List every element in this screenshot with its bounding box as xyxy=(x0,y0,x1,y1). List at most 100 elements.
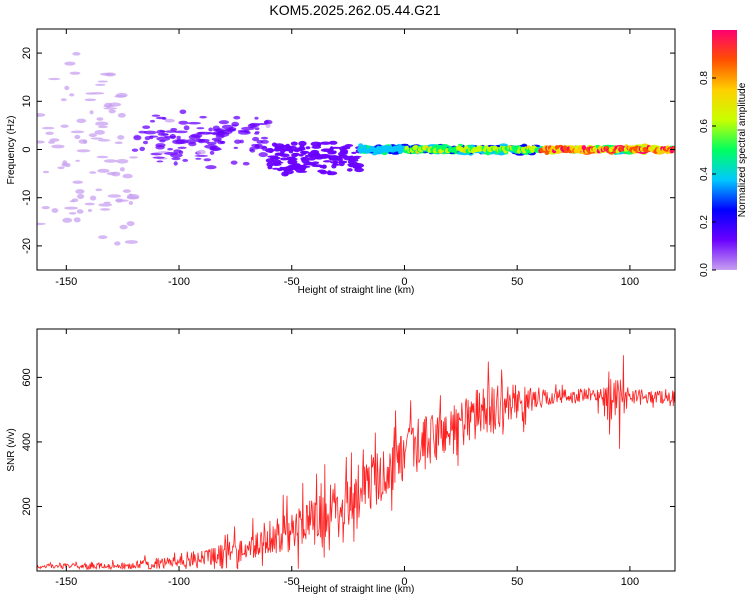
spectrogram-cell xyxy=(333,161,338,166)
spectrogram-cell xyxy=(284,171,289,177)
spectrogram-cell xyxy=(84,98,97,102)
spectrogram-cell xyxy=(173,161,178,166)
spectrogram-cell xyxy=(300,156,310,161)
spectrogram-cell xyxy=(42,170,50,174)
spectrogram-cell xyxy=(285,143,291,149)
spectrogram-cell xyxy=(95,83,106,86)
spectrogram-cell xyxy=(98,203,113,207)
spectrogram-cell xyxy=(37,140,45,144)
spectrogram-cell xyxy=(70,130,85,134)
spectrogram-cell xyxy=(148,135,159,138)
spectrogram-y-axis-label: Frequency (Hz) xyxy=(6,116,17,185)
spectrogram-cell xyxy=(303,161,314,166)
spectrogram-cell xyxy=(106,172,117,176)
spectrogram-cell xyxy=(242,161,250,166)
spectrogram-cell xyxy=(114,95,126,98)
colorbar-strip xyxy=(712,30,737,270)
spectrogram-cell xyxy=(78,139,88,144)
spectrogram-cell xyxy=(41,206,50,210)
spectrogram-cell xyxy=(233,115,241,120)
spectrogram-cell xyxy=(346,168,353,172)
spectrogram-cell xyxy=(233,146,238,149)
spectrogram-cell xyxy=(72,180,83,184)
y-tick-label: -10 xyxy=(21,190,33,206)
x-tick-label: -50 xyxy=(284,576,300,588)
spectrogram-cell xyxy=(108,102,122,107)
spectrogram-cell xyxy=(187,121,201,125)
spectrogram-cell xyxy=(126,196,140,200)
spectrogram-cell xyxy=(351,151,357,154)
spectrogram-cell xyxy=(73,217,81,223)
spectrogram-cell xyxy=(294,167,306,173)
snr-panel: -150 -100 -50 0 50 100 200 400 600 Height of st… xyxy=(6,328,676,595)
colorbar-tick-label: 0.4 xyxy=(699,167,710,181)
spectrogram-cell xyxy=(159,139,166,143)
spectrogram-cell xyxy=(89,110,94,115)
spectrogram-cell xyxy=(37,113,46,117)
spectrogram-cell xyxy=(114,241,121,246)
figure-title: KOM5.2025.262.05.44.G21 xyxy=(269,2,440,18)
spectrogram-cell xyxy=(330,151,337,155)
y-tick-label: 10 xyxy=(21,95,33,107)
spectrogram-cell xyxy=(205,165,217,170)
spectrogram-cell xyxy=(287,159,298,165)
y-tick-label: 600 xyxy=(21,368,33,386)
spectrogram-cell xyxy=(122,189,131,193)
spectrogram-cell xyxy=(77,194,85,199)
spectrogram-cell xyxy=(49,138,60,142)
colorbar-tick-label: 0.6 xyxy=(699,119,710,133)
spectrogram-cell xyxy=(179,109,187,115)
spectrogram-cell xyxy=(300,151,308,155)
spectrogram-cell xyxy=(64,85,70,91)
y-tick-label: 0 xyxy=(21,146,33,152)
colorbar-label: Normalized spectral amplitude xyxy=(737,82,748,217)
spectrogram-cell xyxy=(60,124,69,128)
spectrogram-cell xyxy=(299,144,305,150)
snr-frame xyxy=(36,328,676,572)
spectrogram-cell xyxy=(221,124,234,130)
spectrogram-cell xyxy=(273,148,281,152)
spectrogram-cell xyxy=(263,119,273,125)
y-tick-label: -20 xyxy=(21,238,33,254)
spectrogram-cell xyxy=(174,130,188,134)
x-tick-label: 100 xyxy=(621,576,639,588)
spectrogram-cell xyxy=(69,93,75,97)
spectrogram-cell xyxy=(142,125,151,129)
spectrogram-cell xyxy=(267,155,279,158)
spectrogram-cell xyxy=(95,121,109,126)
spectrogram-cell xyxy=(207,141,217,146)
spectrogram-cell xyxy=(291,152,298,158)
spectrogram-cell xyxy=(231,121,240,127)
spectrogram-cell xyxy=(307,157,316,161)
spectrogram-cell xyxy=(139,146,145,152)
spectrogram-cell xyxy=(97,80,109,83)
spectrogram-cell xyxy=(252,136,260,142)
spectrogram-cell xyxy=(254,116,259,120)
snr-y-ticks: 200 400 600 xyxy=(21,368,675,516)
spectrogram-cell xyxy=(90,137,104,140)
x-tick-label: 0 xyxy=(401,276,407,288)
spectrogram-cell xyxy=(89,195,97,201)
spectrogram-cell xyxy=(188,134,201,140)
spectrogram-cell xyxy=(265,148,275,153)
spectrogram-cell xyxy=(210,146,221,152)
spectrogram-cell xyxy=(217,130,226,136)
spectrogram-cell xyxy=(316,142,322,147)
spectrogram-cell xyxy=(156,160,164,163)
spectrogram-cell xyxy=(256,123,268,125)
spectrogram-cell xyxy=(117,112,126,118)
spectrogram-cell xyxy=(219,141,226,144)
spectrogram-cell xyxy=(178,120,189,125)
spectrogram-cell xyxy=(95,188,103,192)
spectrogram-cell xyxy=(69,71,81,75)
spectrogram-cell xyxy=(51,208,59,213)
x-tick-label: 50 xyxy=(511,576,523,588)
spectrogram-cell xyxy=(196,149,206,155)
spectrogram-cell xyxy=(358,143,364,148)
snr-y-axis-label: SNR (v/v) xyxy=(6,428,17,471)
spectrogram-cell xyxy=(99,208,111,211)
spectrogram-cell xyxy=(194,154,209,157)
spectrogram-x-axis-label: Height of straight line (km) xyxy=(298,285,415,296)
